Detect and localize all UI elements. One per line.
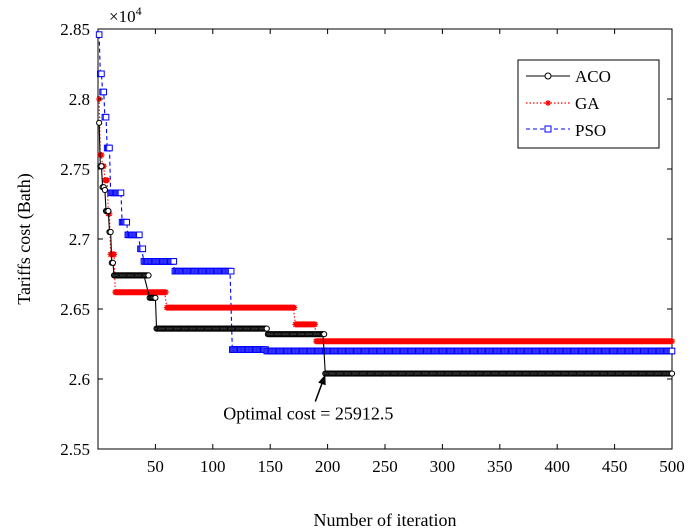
data-point: [100, 88, 108, 96]
x-tick-label: 150: [257, 457, 283, 476]
data-point: [145, 272, 152, 279]
legend-item-ga: GA: [526, 94, 600, 113]
legend-item-pso: PSO: [526, 121, 606, 140]
y-multiplier-label: ×104: [109, 4, 142, 26]
annotation-text: Optimal cost = 25912.5: [223, 404, 393, 424]
data-point: [95, 31, 103, 38]
data-point: [139, 245, 147, 253]
y-tick-label: 2.75: [60, 160, 90, 179]
x-tick-label: 250: [372, 457, 398, 476]
data-point: [162, 289, 169, 296]
data-point: [98, 152, 105, 158]
y-tick-label: 2.7: [69, 230, 91, 249]
legend: ACO GA PSO: [517, 59, 660, 149]
data-point: [152, 294, 159, 301]
data-point: [102, 113, 110, 121]
y-tick-label: 2.8: [69, 90, 90, 109]
data-point: [321, 331, 328, 338]
x-tick-label: 450: [602, 457, 628, 476]
x-tick-label: 50: [147, 457, 164, 476]
series-layer: [95, 31, 676, 377]
data-point: [311, 321, 318, 328]
legend-marker-ga: [545, 100, 551, 106]
data-point: [96, 119, 103, 126]
legend-box: [517, 59, 660, 149]
y-tick-label: 2.65: [60, 300, 90, 319]
data-point: [104, 177, 111, 184]
y-tick-label: 2.55: [60, 440, 90, 459]
data-point: [227, 267, 235, 275]
annotation-arrow-head: [318, 374, 326, 386]
series-pso: [95, 31, 676, 355]
data-point: [101, 186, 108, 194]
data-point: [107, 228, 114, 236]
legend-label-aco: ACO: [575, 67, 611, 86]
legend-item-aco: ACO: [526, 67, 611, 86]
data-point: [105, 207, 112, 215]
data-point: [111, 251, 118, 258]
data-point: [109, 259, 117, 266]
y-tick-label: 2.6: [69, 370, 90, 389]
x-tick-label: 400: [544, 457, 570, 476]
y-axis-title: Tariffs cost (Bath): [14, 173, 35, 304]
data-point: [170, 258, 178, 265]
series-aco: [96, 119, 676, 377]
legend-marker-pso: [544, 125, 552, 133]
x-tick-label: 500: [659, 457, 685, 476]
data-point: [668, 370, 676, 377]
x-tick-label: 350: [487, 457, 513, 476]
legend-marker-aco: [544, 72, 552, 80]
y-tick-label: 2.85: [60, 20, 90, 39]
optimal-cost-annotation: Optimal cost = 25912.5: [223, 374, 393, 424]
data-point: [263, 325, 270, 332]
data-point: [106, 144, 113, 152]
data-point: [98, 70, 105, 78]
x-tick-label: 300: [430, 457, 456, 476]
ticks-layer: 50 100 150 200 250 300 350 400 450 500 2.55 2.6 2.65…: [60, 20, 685, 476]
series-ga: [96, 96, 675, 345]
data-point: [98, 163, 105, 170]
x-axis-title: Number of iteration: [314, 510, 457, 530]
data-point: [123, 218, 131, 226]
legend-label-ga: GA: [575, 94, 600, 113]
data-point: [669, 338, 675, 345]
data-point: [136, 231, 143, 239]
data-point: [291, 304, 298, 311]
x-tick-label: 200: [315, 457, 341, 476]
data-point: [117, 189, 125, 197]
x-tick-label: 100: [200, 457, 226, 476]
data-point: [668, 347, 676, 355]
legend-label-pso: PSO: [575, 121, 606, 140]
